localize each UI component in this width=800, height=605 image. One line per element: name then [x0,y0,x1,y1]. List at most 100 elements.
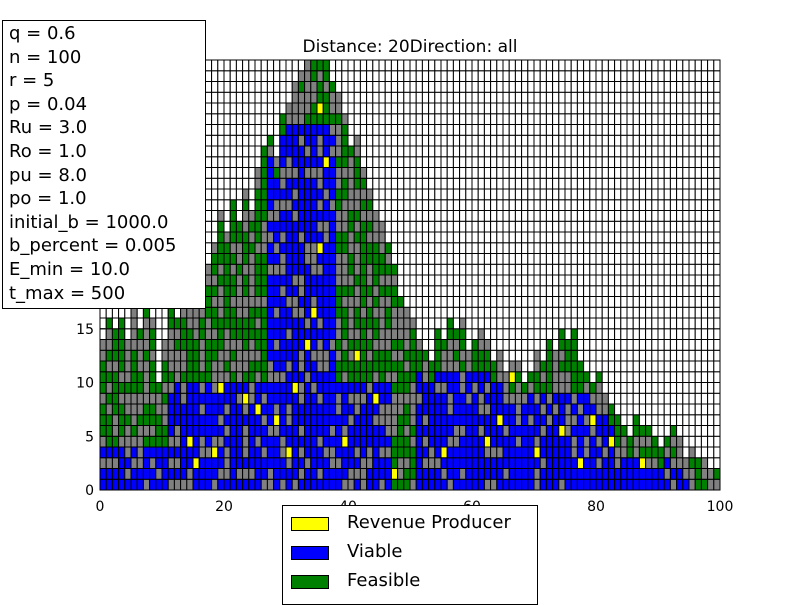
heatmap-cell [490,285,498,297]
heatmap-cell [713,59,721,72]
heatmap-cell [601,220,609,233]
heatmap-cell [669,328,678,340]
heatmap-cell [353,59,361,72]
heatmap-cell [477,328,485,340]
heatmap-cell [620,188,628,201]
heatmap-cell [254,446,262,459]
heatmap-cell [707,188,715,201]
heatmap-cell [508,317,516,330]
heatmap-cell [564,188,572,201]
heatmap-cell [260,478,268,491]
heatmap-cell [217,349,225,362]
heatmap-cell [626,91,634,104]
heatmap-cell [607,349,616,362]
heatmap-cell [192,403,200,416]
heatmap-cell [359,113,368,125]
heatmap-cell [508,263,516,276]
heatmap-cell [471,306,479,319]
heatmap-cell [564,177,572,190]
heatmap-cell [328,113,337,125]
heatmap-cell [539,263,547,276]
heatmap-cell [552,446,560,459]
heatmap-cell [390,242,399,254]
heatmap-cell [211,274,219,287]
heatmap-cell [713,113,721,125]
heatmap-cell [539,435,547,448]
heatmap-cell [260,167,268,179]
heatmap-cell [390,113,399,125]
heatmap-cell [223,167,231,179]
heatmap-cell [663,457,671,469]
heatmap-cell [155,371,163,383]
heatmap-cell [676,371,684,383]
heatmap-cell [217,253,225,265]
heatmap-cell [459,360,467,373]
heatmap-cell [223,306,231,319]
heatmap-cell [688,328,696,340]
x-tick-label: 0 [96,499,105,515]
heatmap-cell [490,59,498,72]
heatmap-cell [304,70,312,82]
heatmap-cell [620,263,628,276]
heatmap-cell [229,446,237,459]
heatmap-cell [279,274,287,287]
heatmap-cell [254,414,262,426]
heatmap-cell [118,317,126,330]
heatmap-cell [149,328,157,340]
heatmap-cell [490,134,498,147]
heatmap-cell [211,392,219,405]
heatmap-cell [304,134,312,147]
heatmap-cell [390,134,399,147]
heatmap-cell [533,414,541,426]
heatmap-cell [626,317,634,330]
heatmap-cell [620,328,628,340]
heatmap-cell [452,274,461,287]
heatmap-cell [601,156,609,168]
heatmap-cell [297,220,306,233]
heatmap-cell [217,242,225,254]
heatmap-cell [273,360,281,373]
heatmap-cell [595,435,603,448]
heatmap-cell [626,360,634,373]
heatmap-cell [254,220,262,233]
heatmap-cell [676,253,684,265]
heatmap-cell [465,328,473,340]
heatmap-cell [304,263,312,276]
heatmap-cell [328,220,337,233]
heatmap-cell [496,414,504,426]
heatmap-cell [409,360,417,373]
heatmap-cell [142,328,151,340]
heatmap-cell [204,274,213,287]
heatmap-cell [527,242,535,254]
heatmap-cell [124,435,132,448]
heatmap-cell [446,468,454,480]
heatmap-cell [682,59,690,72]
heatmap-cell [645,392,653,405]
heatmap-cell [502,392,510,405]
heatmap-cell [99,392,107,405]
heatmap-cell [440,167,448,179]
heatmap-cell [397,382,405,394]
heatmap-cell [316,70,324,82]
heatmap-cell [130,371,138,383]
heatmap-cell [676,296,684,308]
heatmap-cell [310,349,318,362]
heatmap-cell [266,177,275,190]
heatmap-cell [155,382,163,394]
heatmap-cell [669,478,678,491]
heatmap-cell [651,457,659,469]
heatmap-cell [366,414,374,426]
heatmap-cell [409,317,417,330]
heatmap-cell [459,296,467,308]
heatmap-cell [248,285,256,297]
heatmap-cell [428,167,436,179]
heatmap-cell [403,285,411,297]
heatmap-cell [682,349,690,362]
heatmap-cell [229,145,237,158]
heatmap-cell [428,360,436,373]
heatmap-cell [595,263,603,276]
heatmap-cell [273,446,281,459]
heatmap-cell [211,468,219,480]
heatmap-cell [421,285,430,297]
heatmap-cell [409,177,417,190]
